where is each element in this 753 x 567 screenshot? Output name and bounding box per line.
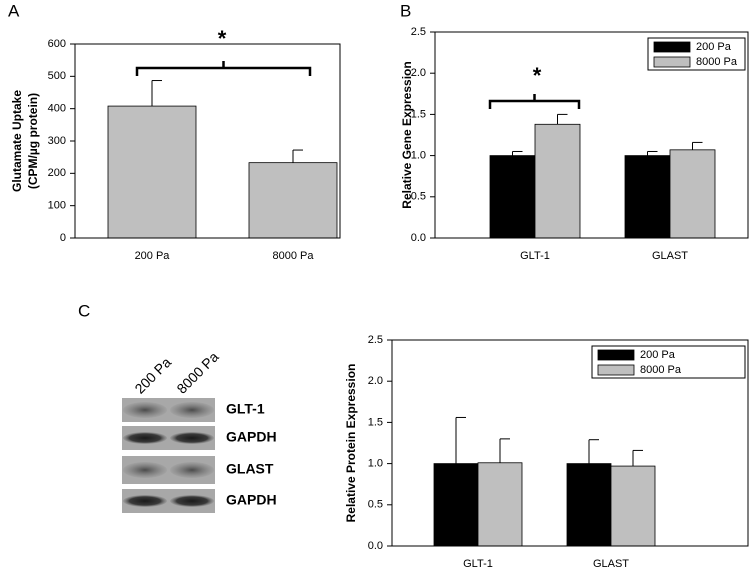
y-tick-label: 300 [48, 135, 66, 147]
band-label: GLT-1 [226, 401, 265, 417]
plot-frame [391, 339, 749, 547]
bar [669, 149, 716, 239]
y-tick-label: 0.5 [411, 191, 426, 203]
bar [433, 463, 479, 547]
x-tick-label: 8000 Pa [273, 250, 315, 262]
y-tick-label: 2.5 [411, 26, 426, 38]
y-tick-label: 2.0 [411, 67, 426, 79]
y-tick-label: 200 [48, 167, 66, 179]
y-tick-label: 400 [48, 103, 66, 115]
blot-band [123, 462, 167, 478]
blot-band [123, 495, 167, 507]
bar [489, 155, 536, 239]
bar [477, 462, 523, 547]
x-tick-label: GLT-1 [463, 558, 493, 567]
bar [107, 105, 197, 239]
y-tick-label: 2.5 [368, 334, 383, 346]
y-tick-label: 500 [48, 70, 66, 82]
blot-band [170, 462, 214, 478]
band-label: GAPDH [226, 429, 277, 445]
band-label: GLAST [226, 461, 274, 477]
bar [624, 155, 671, 239]
bar [248, 162, 338, 239]
significance-star: * [533, 63, 542, 88]
bar [610, 465, 656, 547]
legend-label: 8000 Pa [640, 364, 682, 376]
y-tick-label: 100 [48, 200, 66, 212]
plot-frame [434, 31, 749, 239]
lane-label: 200 Pa [131, 354, 174, 397]
blot-band [170, 495, 214, 507]
y-tick-label: 2.0 [368, 375, 383, 387]
y-tick-label: 0 [60, 232, 66, 244]
y-tick-label: 0.0 [368, 540, 383, 552]
plot-frame [74, 43, 341, 239]
y-axis-label: (CPM/µg protein) [26, 93, 40, 189]
legend-swatch [653, 41, 691, 53]
panel-label: B [400, 1, 411, 20]
blot-band [170, 432, 214, 444]
x-tick-label: GLT-1 [520, 250, 550, 262]
legend-label: 200 Pa [696, 41, 732, 53]
y-tick-label: 1.0 [411, 150, 426, 162]
legend-label: 8000 Pa [696, 56, 738, 68]
significance-bracket [135, 61, 312, 76]
y-tick-label: 600 [48, 38, 66, 50]
y-tick-label: 0.0 [411, 232, 426, 244]
significance-star: * [218, 26, 227, 51]
bar [566, 463, 612, 547]
blot-band [123, 432, 167, 444]
panel-label: C [78, 301, 90, 320]
bar [534, 123, 581, 239]
legend-label: 200 Pa [640, 349, 676, 361]
band-label: GAPDH [226, 492, 277, 508]
y-tick-label: 1.5 [368, 416, 383, 428]
blot-band [170, 402, 214, 418]
y-axis-label: Glutamate Uptake [10, 90, 24, 192]
y-tick-label: 1.0 [368, 458, 383, 470]
y-axis-label: Relative Protein Expression [344, 364, 358, 523]
x-tick-label: 200 Pa [135, 250, 171, 262]
legend-swatch [653, 56, 691, 68]
blot-band [123, 402, 167, 418]
legend-swatch [597, 349, 635, 361]
y-tick-label: 0.5 [368, 499, 383, 511]
lane-label: 8000 Pa [173, 348, 221, 396]
significance-bracket [488, 94, 581, 109]
y-tick-label: 1.5 [411, 108, 426, 120]
x-tick-label: GLAST [593, 558, 629, 567]
x-tick-label: GLAST [652, 250, 688, 262]
legend-swatch [597, 364, 635, 376]
panel-label: A [8, 1, 20, 20]
y-axis-label: Relative Gene Expression [400, 61, 414, 208]
